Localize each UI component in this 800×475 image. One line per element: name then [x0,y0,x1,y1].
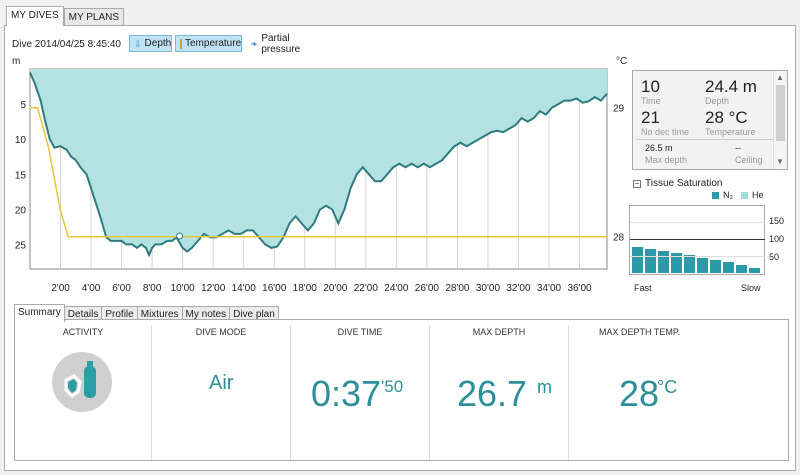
readout-scrollbar[interactable]: ▲ ▼ [773,71,787,169]
max-depth-temp-unit: °C [657,377,678,397]
ceiling-value: -- [735,143,741,153]
legend-he-swatch [741,191,748,199]
depth-toggle-icon: ⇩ [134,38,142,49]
readout-scroll-thumb[interactable] [776,85,785,141]
dive-mode-column: DIVE MODE Air [152,320,290,460]
scuba-mask-tank-icon [52,352,112,412]
tissue-bar [710,260,721,273]
partial-pressure-icon: ❧ [250,38,258,49]
max-depth-temp-header: MAX DEPTH TEMP. [599,327,681,337]
depth-toggle-label: Depth [144,38,172,49]
dive-time-header: DIVE TIME [337,327,383,337]
tissue-line-50 [630,256,765,257]
time-label: Time [641,96,661,106]
tissue-bar [645,248,656,273]
tissue-line-100 [630,239,765,240]
tissue-bar [684,255,695,273]
tab-dive-plan[interactable]: Dive plan [229,306,279,322]
max-depth-summary-value: 26.7 [457,373,528,414]
tissue-bar [736,264,747,273]
temperature-value: 28 °C [705,108,748,127]
tissue-slow-label: Slow [741,283,761,293]
tissue-saturation-title: Tissue Saturation [645,178,723,189]
depth-toggle[interactable]: ⇩ Depth [129,35,172,52]
summary-separator [290,326,291,460]
dive-time-value: 0:37 [311,373,382,414]
partial-pressure-toggle[interactable]: ❧ Partial pressure [246,32,330,55]
dive-time-column: DIVE TIME 0:37 '50 [291,320,429,460]
tissue-bar [632,247,643,273]
tab-my-plans[interactable]: MY PLANS [63,8,124,26]
tab-my-dives[interactable]: MY DIVES [6,6,64,26]
scroll-up-arrow-icon[interactable]: ▲ [776,73,784,82]
legend-n2-swatch [712,191,719,199]
tissue-legend: N₂ He [712,190,764,200]
depth-label: Depth [705,96,730,106]
collapse-minus-icon[interactable]: − [633,178,641,188]
legend-n2: N₂ [723,190,733,200]
max-depth-value: 26.5 m [645,143,673,153]
dive-title: Dive 2014/04/25 8:45:40 [12,39,121,50]
tab-summary[interactable]: Summary [14,304,65,322]
no-dec-time-value: 21 [641,108,660,127]
summary-panel: ACTIVITY DIVE MODE Air DIVE TIME 0:37 '5… [14,319,789,461]
temperature-toggle[interactable]: Temperature [175,35,242,52]
tissue-saturation-chart [629,205,765,275]
tissue-fast-label: Fast [634,283,652,293]
summary-separator [429,326,430,460]
tissue-bar [723,261,734,273]
tissue-bar [749,267,760,273]
tissue-bar [697,258,708,273]
legend-he: He [752,190,764,200]
max-depth-column: MAX DEPTH 26.7 m [430,320,568,460]
detail-tab-bar: Summary Details Profile Mixtures My note… [14,304,279,322]
activity-header: ACTIVITY [62,327,104,337]
main-tab-bar: MY DIVES MY PLANS [6,6,124,26]
partial-pressure-label: Partial pressure [261,32,301,55]
tissue-bar [658,251,669,273]
dive-mode-value: Air [209,372,234,394]
max-depth-temp-column: MAX DEPTH TEMP. 28 °C [569,320,719,460]
tissue-line-150 [630,222,765,223]
temperature-toggle-icon [180,38,182,49]
depth-value: 24.4 m [705,77,757,96]
summary-separator [568,326,569,460]
scroll-down-arrow-icon[interactable]: ▼ [776,157,784,166]
time-value: 10 [641,77,660,96]
temperature-toggle-label: Temperature [185,38,242,49]
tissue-tick-150: 150 [769,216,785,226]
no-dec-time-label: No dec time [641,127,690,137]
max-depth-summary-unit: m [537,377,552,397]
dive-mode-header: DIVE MODE [195,327,247,337]
tissue-saturation-header[interactable]: − Tissue Saturation [633,178,722,189]
tissue-bar [671,252,682,273]
dive-readout-panel: 10 Time 24.4 m Depth 21 No dec time 28 °… [632,70,788,170]
temperature-label: Temperature [705,127,756,137]
max-depth-temp-value: 28 [619,373,660,414]
max-depth-header: MAX DEPTH [472,327,526,337]
readout-divider [636,139,773,140]
tissue-tick-50: 50 [769,252,780,262]
dive-time-seconds: '50 [381,377,404,396]
summary-separator [151,326,152,460]
activity-column: ACTIVITY [15,320,151,460]
ceiling-label: Ceiling [735,155,763,165]
max-depth-label: Max depth [645,155,688,165]
tissue-tick-100: 100 [769,234,785,244]
